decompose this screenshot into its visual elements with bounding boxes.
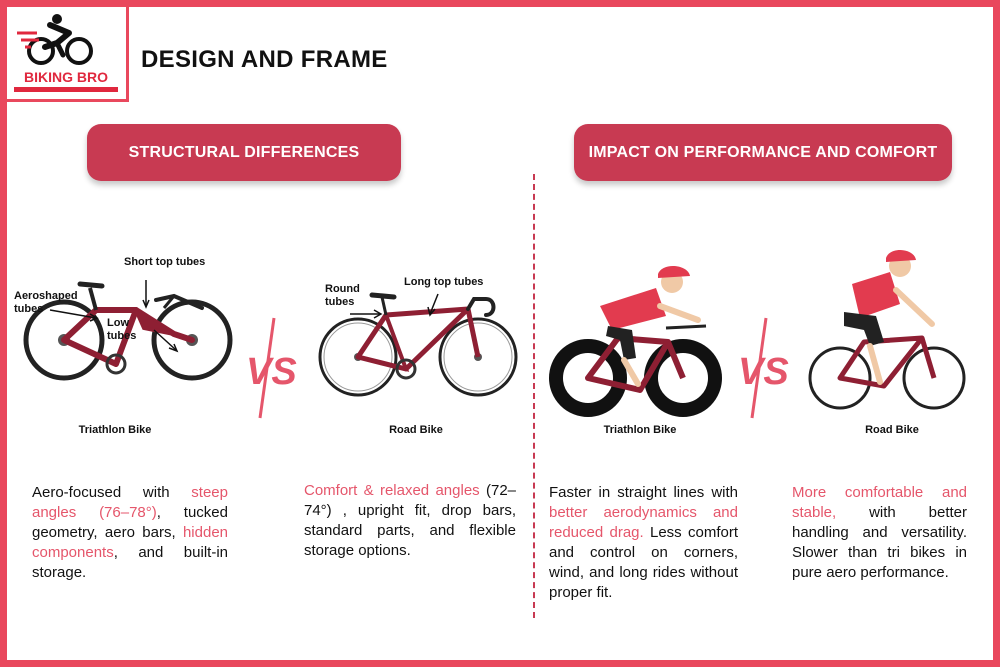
vs-icon-left: VS bbox=[246, 317, 297, 419]
cyclist-logo-icon bbox=[17, 14, 93, 65]
annotation-round-tubes: Round tubes bbox=[325, 283, 360, 308]
triathlon-rider-icon bbox=[549, 265, 722, 417]
paragraph-triathlon-structure: Aero-focused with steep angles (76–78°),… bbox=[32, 484, 228, 581]
road-bike-icon bbox=[318, 292, 518, 397]
brand-name: BIKING BRO bbox=[24, 69, 108, 85]
triathlon-bike-icon bbox=[23, 281, 233, 381]
section-pill-performance: IMPACT ON PERFORMANCE AND COMFORT bbox=[574, 124, 952, 181]
page-title: DESIGN AND FRAME bbox=[141, 46, 388, 73]
brand-logo[interactable]: BIKING BRO bbox=[7, 7, 129, 102]
label-triathlon-bike-right: Triathlon Bike bbox=[603, 424, 677, 436]
paragraph-road-structure: Comfort & relaxed angles (72–74°) , upri… bbox=[304, 482, 516, 559]
paragraph-road-performance: More comfortable and stable, with better… bbox=[792, 484, 967, 581]
vs-text-right: VS bbox=[738, 351, 789, 393]
annotation-long-top-tubes: Long top tubes bbox=[404, 276, 484, 288]
label-road-bike-left: Road Bike bbox=[389, 424, 443, 436]
annotation-short-top-tubes: Short top tubes bbox=[124, 256, 206, 268]
annotation-low-tubes: Low tubes bbox=[107, 317, 137, 342]
annotation-aeroshaped-tubes: Aeroshaped tubes bbox=[14, 290, 78, 315]
section-divider bbox=[533, 174, 535, 618]
vs-icon-right: VS bbox=[738, 317, 789, 419]
road-rider-icon bbox=[808, 249, 966, 410]
section-pill-structural: STRUCTURAL DIFFERENCES bbox=[87, 124, 401, 181]
triathlon-annotation-arrows bbox=[49, 280, 179, 353]
brand-underline bbox=[14, 87, 118, 92]
paragraph-triathlon-performance: Faster in straight lines with better aer… bbox=[549, 484, 738, 601]
label-triathlon-bike-left: Triathlon Bike bbox=[78, 424, 152, 436]
label-road-bike-right: Road Bike bbox=[865, 424, 919, 436]
road-annotation-arrows bbox=[350, 293, 439, 319]
vs-text-left: VS bbox=[246, 351, 297, 393]
